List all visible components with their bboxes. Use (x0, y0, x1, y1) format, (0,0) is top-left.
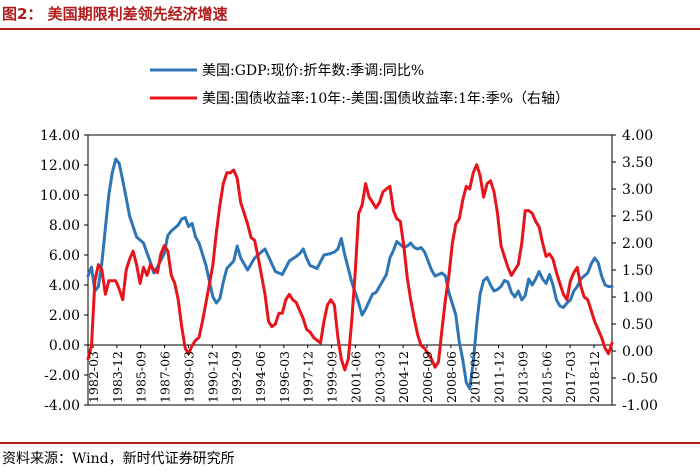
right-axis-tick-label: 0.50 (622, 317, 653, 333)
left-axis-tick-label: 6.00 (49, 248, 80, 264)
x-axis-tick-label: 2017-03 (563, 351, 578, 403)
series-layer (86, 157, 614, 390)
right-axis-tick-label: 4.00 (622, 128, 653, 144)
x-axis-tick-label: 1989-03 (181, 351, 196, 403)
x-axis-tick-label: 2018-12 (587, 351, 602, 403)
left-axis-tick-label: 10.00 (40, 188, 80, 204)
left-axis-tick-label: 4.00 (49, 278, 80, 294)
left-axis-tick-label: 8.00 (49, 218, 80, 234)
figure-title: 图2： 美国期限利差领先经济增速 (2, 5, 228, 23)
x-axis-tick-label: 1982-03 (86, 351, 101, 403)
x-axis-tick-label: 1983-12 (110, 351, 125, 403)
x-axis-tick-label: 2008-06 (444, 351, 459, 403)
legend: 美国:GDP:现价:折年数:季调:同比% 美国:国债收益率:10年:-美国:国债收… (150, 63, 569, 107)
right-axis-tick-label: -1.00 (622, 398, 658, 414)
x-axis-tick-label: 2004-12 (396, 351, 411, 403)
tick-labels: -4.00 -2.00 0.00 2.00 4.00 6.00 8.00 10.00 12.00… (40, 128, 658, 414)
x-axis-tick-label: 2013-09 (515, 351, 530, 403)
right-axis-tick-label: 1.50 (622, 263, 653, 279)
left-axis-tick-label: -4.00 (44, 398, 80, 414)
x-axis-tick-label: 1990-12 (205, 351, 220, 403)
right-axis-tick-label: 2.50 (622, 209, 653, 225)
source-note: 资料来源：Wind，新时代证券研究所 (2, 451, 235, 467)
gdp-series-line (86, 157, 614, 390)
left-axis-tick-label: 14.00 (40, 128, 80, 144)
legend-label: 美国:GDP:现价:折年数:季调:同比% (202, 63, 424, 79)
right-axis-tick-label: 0.00 (622, 344, 653, 360)
x-axis-tick-label: 1985-09 (134, 351, 149, 403)
x-axis-tick-label: 1997-12 (301, 351, 316, 403)
x-axis-tick-label: 2015-06 (539, 351, 554, 403)
x-axis-tick-label: 2011-12 (492, 351, 507, 403)
legend-label: 美国:国债收益率:10年:-美国:国债收益率:1年:季%（右轴） (202, 90, 569, 107)
left-axis-tick-label: 12.00 (40, 158, 80, 174)
right-axis-tick-label: -0.50 (622, 371, 658, 387)
left-axis-tick-label: 2.00 (49, 308, 80, 324)
x-axis-tick-label: 1996-03 (277, 351, 292, 403)
right-axis-tick-label: 1.00 (622, 290, 653, 306)
x-axis-tick-label: 2006-09 (420, 351, 435, 403)
right-axis-tick-label: 3.50 (622, 155, 653, 171)
x-axis-tick-label: 2010-03 (468, 351, 483, 403)
chart-canvas: 美国:GDP:现价:折年数:季调:同比% 美国:国债收益率:10年:-美国:国债收… (40, 63, 658, 414)
title-rule (0, 28, 700, 30)
left-axis-tick-label: 0.00 (49, 338, 80, 354)
x-axis-tick-label: 1987-06 (158, 351, 173, 403)
source-rule (0, 442, 700, 444)
right-axis-tick-label: 3.00 (622, 182, 653, 198)
x-axis-tick-label: 2003-03 (372, 351, 387, 403)
spread-series-line (86, 163, 614, 372)
x-axis-tick-label: 2001-06 (348, 351, 363, 403)
x-axis-tick-label: 1999-09 (325, 351, 340, 403)
left-axis-tick-label: -2.00 (44, 368, 80, 384)
x-axis-tick-label: 1994-06 (253, 351, 268, 403)
x-axis-tick-label: 1992-09 (229, 351, 244, 403)
right-axis-tick-label: 2.00 (622, 236, 653, 252)
